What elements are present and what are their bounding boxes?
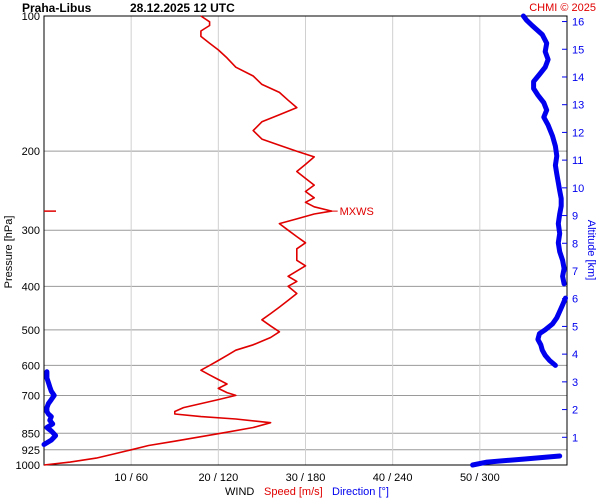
altitude-tick-label: 10 [572,183,584,195]
pressure-tick-labels: 100 200 300 400 500 600 700 850 925 1000 [16,11,40,472]
altitude-tick-label: 15 [572,44,584,56]
station-name: Praha-Libus [22,1,92,15]
pressure-tick-label: 100 [22,11,40,23]
plot-frame [43,15,568,466]
x-label-direction: Direction [°] [332,486,389,498]
pressure-tick-label: 600 [22,360,40,372]
pressure-tick-label: 925 [22,445,40,457]
altitude-tick-label: 1 [572,432,578,444]
series-layer [41,13,568,468]
x-tick-label: 40 / 240 [373,472,413,484]
altitude-tick-label: 2 [572,405,578,417]
wind-speed-line [43,15,333,466]
altitude-axis-label: Altitude [km] [585,220,597,281]
pressure-tick-label: 300 [22,225,40,237]
grid [44,15,567,466]
altitude-tick-label: 3 [572,377,578,389]
mxws-label: MXWS [340,206,374,218]
pressure-tick-label: 500 [22,325,40,337]
sounding-datetime: 28.12.2025 12 UTC [130,1,235,15]
altitude-tick-label: 4 [572,349,578,361]
altitude-tick-label: 14 [572,72,584,84]
pressure-tick-label: 1000 [16,460,40,472]
wind-direction-line [470,453,563,468]
x-tick-labels: 10 / 60 20 / 120 30 / 180 40 / 240 50 / 300 [114,472,499,484]
pressure-tick-label: 700 [22,390,40,402]
x-tick-label: 30 / 180 [286,472,326,484]
x-label-speed: Speed [m/s] [264,486,323,498]
pressure-tick-label: 200 [22,146,40,158]
pressure-tick-label: 850 [22,428,40,440]
altitude-tick-label: 11 [572,155,583,167]
wind-direction-line [41,369,59,447]
altitude-tick-label: 13 [572,100,584,112]
altitude-tick-label: 7 [572,266,578,278]
y-axis-label: Pressure [hPa] [3,216,15,289]
altitude-tick-label: 8 [572,238,578,250]
wind-direction-line [520,13,567,287]
altitude-tick-label: 12 [572,127,584,139]
altitude-tick-label: 5 [572,321,578,333]
x-label-wind: WIND [225,486,254,498]
pressure-tick-label: 400 [22,281,40,293]
x-tick-label: 50 / 300 [460,472,500,484]
altitude-tick-label: 9 [572,211,578,223]
credit-label: CHMI © 2025 [529,2,596,14]
altitude-tick-label: 6 [572,294,578,306]
wind-direction-line [535,295,568,368]
altitude-tick-label: 16 [572,17,584,29]
x-tick-label: 10 / 60 [114,472,148,484]
x-tick-label: 20 / 120 [198,472,238,484]
